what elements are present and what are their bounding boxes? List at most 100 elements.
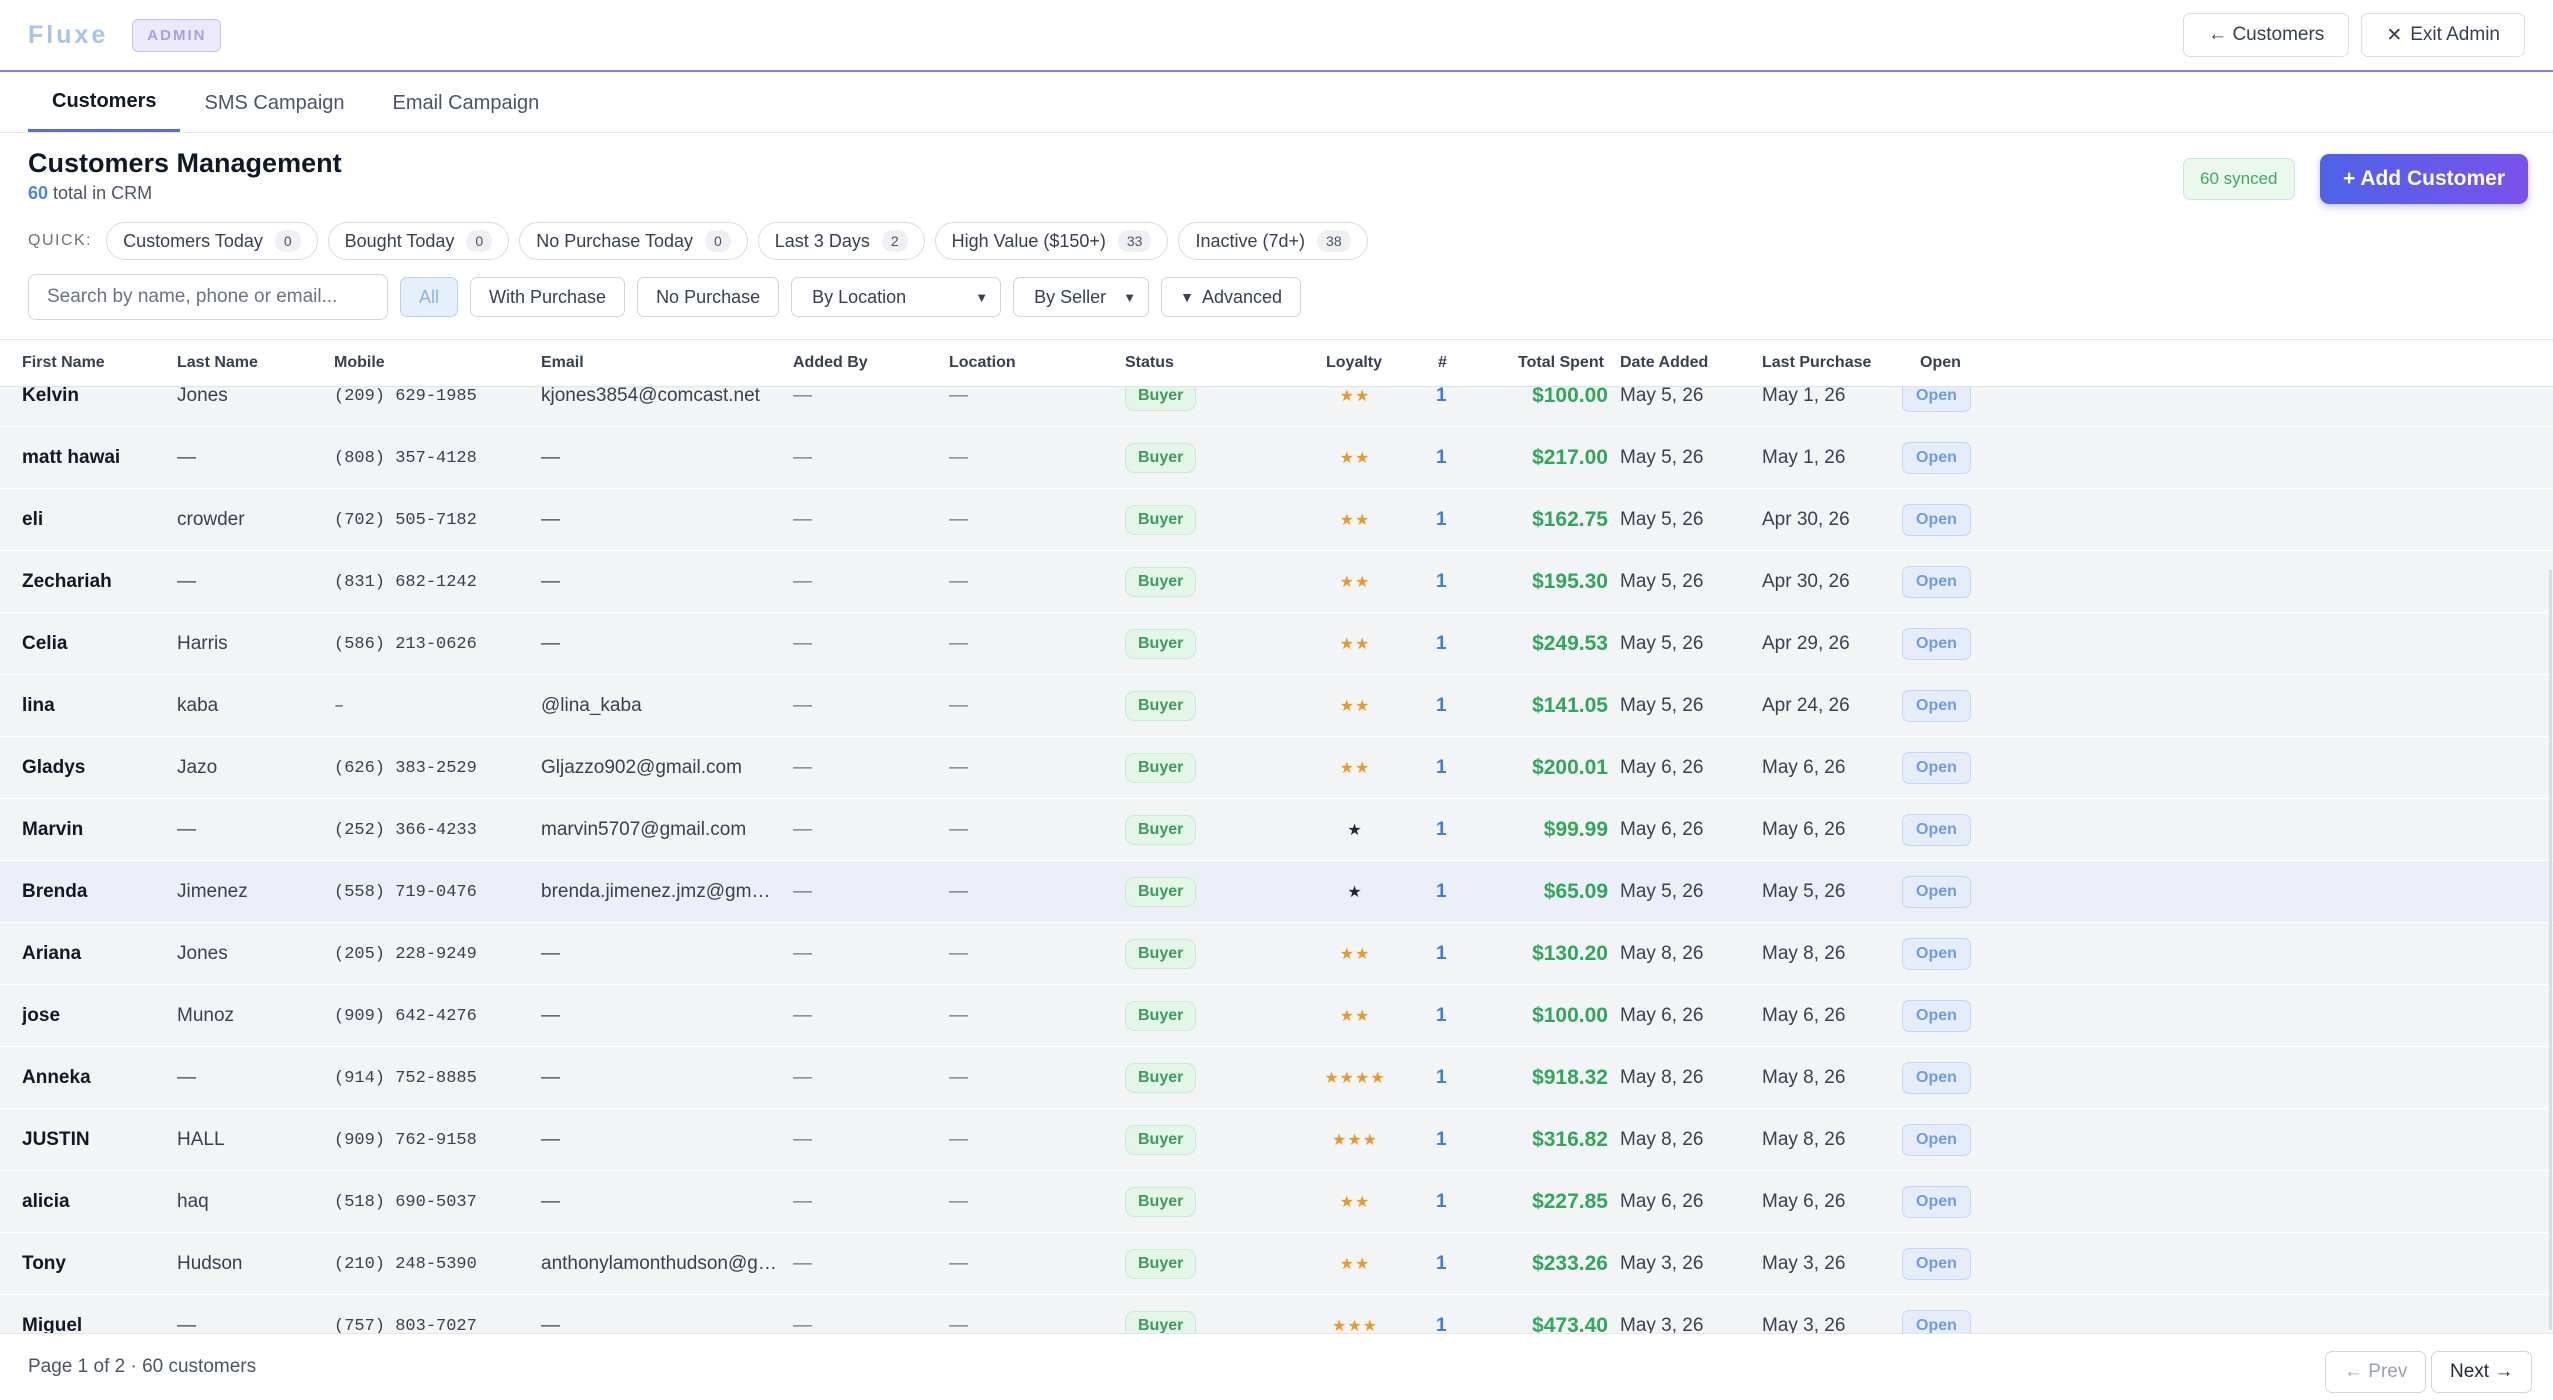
table-row[interactable]: eli crowder (702) 505-7182 — — — Buyer ★★ 1 $162.… bbox=[0, 489, 2553, 551]
email-cell: — bbox=[541, 571, 560, 592]
open-customer-button[interactable]: Open bbox=[1902, 1062, 1971, 1094]
open-customer-button[interactable]: Open bbox=[1902, 504, 1971, 536]
col-status[interactable]: Status bbox=[1125, 354, 1174, 371]
table-row[interactable]: Kelvin Jones (209) 629-1985 kjones3854@comc… bbox=[0, 387, 2553, 427]
table-row[interactable]: Miguel — (757) 803-7027 — — — Buyer ★★★ 1 $473.40… bbox=[0, 1295, 2553, 1333]
open-customer-button[interactable]: Open bbox=[1902, 566, 1971, 598]
location-cell: — bbox=[949, 819, 968, 840]
advanced-filter-button[interactable]: ▼ Advanced bbox=[1161, 277, 1302, 317]
quick-chip-inactive[interactable]: Inactive (7d+) 38 bbox=[1178, 222, 1368, 260]
last-name-cell: Jones bbox=[177, 943, 228, 964]
last-name-cell: Jazo bbox=[177, 757, 218, 778]
chip-count: 33 bbox=[1117, 230, 1152, 252]
back-to-customers-button[interactable]: ← Customers bbox=[2183, 13, 2350, 57]
table-row[interactable]: Ariana Jones (205) 228-9249 — — — Buyer ★★ 1 $130… bbox=[0, 923, 2553, 985]
open-customer-button[interactable]: Open bbox=[1902, 628, 1971, 660]
open-customer-button[interactable]: Open bbox=[1902, 387, 1971, 412]
first-name-cell: Zechariah bbox=[22, 571, 112, 592]
table-row[interactable]: Zechariah — (831) 682-1242 — — — Buyer ★★ 1 $195.… bbox=[0, 551, 2553, 613]
total-spent-cell: $227.85 bbox=[1532, 1190, 1608, 1213]
open-customer-button[interactable]: Open bbox=[1902, 1310, 1971, 1333]
filter-with-purchase-button[interactable]: With Purchase bbox=[470, 277, 626, 317]
col-email[interactable]: Email bbox=[541, 354, 584, 371]
last-name-cell: crowder bbox=[177, 509, 245, 530]
table-row[interactable]: matt hawai — (808) 357-4128 — — — Buyer ★★ 1 $217… bbox=[0, 427, 2553, 489]
table-row[interactable]: jose Munoz (909) 642-4276 — — — Buyer ★★ 1 $100.0… bbox=[0, 985, 2553, 1047]
filter-all-button[interactable]: All bbox=[400, 277, 459, 317]
table-row[interactable]: JUSTIN HALL (909) 762-9158 — — — Buyer ★★★ 1 $316… bbox=[0, 1109, 2553, 1171]
page-title: Customers Management bbox=[28, 148, 342, 178]
tab-email-campaign[interactable]: Email Campaign bbox=[392, 91, 540, 114]
open-customer-button[interactable]: Open bbox=[1902, 1248, 1971, 1280]
added-by-cell: — bbox=[793, 1315, 812, 1333]
next-page-button[interactable]: Next → bbox=[2431, 1351, 2533, 1393]
location-cell: — bbox=[949, 1253, 968, 1274]
search-input[interactable] bbox=[28, 274, 388, 320]
customers-table-body[interactable]: Kelvin Jones (209) 629-1985 kjones3854@comc… bbox=[0, 387, 2553, 1333]
add-customer-button[interactable]: + Add Customer bbox=[2320, 154, 2528, 204]
location-select[interactable]: By Location ▼ bbox=[791, 277, 1002, 317]
table-row[interactable]: alicia haq (518) 690-5037 — — — Buyer ★★ 1 $227.8… bbox=[0, 1171, 2553, 1233]
purchase-count-cell: 1 bbox=[1436, 881, 1447, 902]
exit-admin-button[interactable]: ✕ Exit Admin bbox=[2361, 13, 2525, 57]
app-logo: Fluxe bbox=[28, 20, 109, 49]
col-location[interactable]: Location bbox=[949, 354, 1016, 371]
col-loyalty[interactable]: Loyalty bbox=[1326, 354, 1383, 371]
table-row[interactable]: Tony Hudson (210) 248-5390 anthonylamonthud… bbox=[0, 1233, 2553, 1295]
first-name-cell: Tony bbox=[22, 1253, 66, 1274]
tab-sms-campaign[interactable]: SMS Campaign bbox=[204, 91, 345, 114]
status-badge: Buyer bbox=[1125, 505, 1197, 535]
quick-chip-bought-today[interactable]: Bought Today 0 bbox=[327, 222, 510, 260]
open-customer-button[interactable]: Open bbox=[1902, 814, 1971, 846]
seller-select[interactable]: By Seller ▼ bbox=[1013, 277, 1150, 317]
col-last-name[interactable]: Last Name bbox=[177, 354, 258, 371]
last-name-cell: — bbox=[177, 1067, 196, 1088]
quick-chip-last-3-days[interactable]: Last 3 Days 2 bbox=[757, 222, 925, 260]
col-last-purchase[interactable]: Last Purchase bbox=[1762, 354, 1872, 371]
table-row[interactable]: Anneka — (914) 752-8885 — — — Buyer ★★★★ 1 $918.3… bbox=[0, 1047, 2553, 1109]
table-row[interactable]: Celia Harris (586) 213-0626 — — — Buyer ★★ 1 $249… bbox=[0, 613, 2553, 675]
table-row[interactable]: Brenda Jimenez (558) 719-0476 brenda.jimene… bbox=[0, 861, 2553, 923]
table-scrollbar[interactable] bbox=[2549, 570, 2552, 1330]
mobile-cell: (626) 383-2529 bbox=[334, 758, 477, 778]
location-cell: — bbox=[949, 1315, 968, 1333]
filter-no-purchase-button[interactable]: No Purchase bbox=[637, 277, 780, 317]
open-customer-button[interactable]: Open bbox=[1902, 442, 1971, 474]
open-cell: Open bbox=[1902, 799, 1982, 861]
date-added-cell: May 5, 26 bbox=[1620, 509, 1704, 530]
open-cell: Open bbox=[1902, 861, 1982, 923]
quick-chip-high-value[interactable]: High Value ($150+) 33 bbox=[934, 222, 1169, 260]
total-spent-cell: $100.00 bbox=[1532, 387, 1608, 407]
last-purchase-cell: May 6, 26 bbox=[1762, 1005, 1846, 1026]
quick-chip-no-purchase-today[interactable]: No Purchase Today 0 bbox=[519, 222, 748, 260]
col-added-by[interactable]: Added By bbox=[793, 354, 868, 371]
col-date-added[interactable]: Date Added bbox=[1620, 354, 1709, 371]
advanced-label: Advanced bbox=[1201, 286, 1283, 307]
col-mobile[interactable]: Mobile bbox=[334, 354, 385, 371]
quick-chip-customers-today[interactable]: Customers Today 0 bbox=[106, 222, 318, 260]
table-row[interactable]: Marvin — (252) 366-4233 marvin5707@gmail.co… bbox=[0, 799, 2553, 861]
prev-page-button[interactable]: ← Prev bbox=[2325, 1351, 2427, 1393]
total-suffix: total in CRM bbox=[53, 183, 153, 203]
chip-count: 0 bbox=[704, 230, 731, 252]
open-customer-button[interactable]: Open bbox=[1902, 938, 1971, 970]
open-customer-button[interactable]: Open bbox=[1902, 752, 1971, 784]
col-count[interactable]: # bbox=[1438, 354, 1447, 371]
open-customer-button[interactable]: Open bbox=[1902, 1124, 1971, 1156]
col-total-spent[interactable]: Total Spent bbox=[1518, 354, 1604, 371]
tab-customers[interactable]: Customers bbox=[28, 74, 181, 132]
purchase-count-cell: 1 bbox=[1436, 509, 1447, 530]
mobile-cell: (586) 213-0626 bbox=[334, 634, 477, 654]
open-cell: Open bbox=[1902, 985, 1982, 1047]
open-customer-button[interactable]: Open bbox=[1902, 690, 1971, 722]
last-purchase-cell: May 3, 26 bbox=[1762, 1315, 1846, 1333]
table-row[interactable]: Gladys Jazo (626) 383-2529 Gljazzo902@gmail… bbox=[0, 737, 2553, 799]
purchase-count-cell: 1 bbox=[1436, 571, 1447, 592]
open-customer-button[interactable]: Open bbox=[1902, 1000, 1971, 1032]
open-cell: Open bbox=[1902, 923, 1982, 985]
col-first-name[interactable]: First Name bbox=[22, 354, 105, 371]
open-customer-button[interactable]: Open bbox=[1902, 1186, 1971, 1218]
open-customer-button[interactable]: Open bbox=[1902, 876, 1971, 908]
purchase-count-cell: 1 bbox=[1436, 695, 1447, 716]
table-row[interactable]: lina kaba – @lina_kaba — — Buyer ★★ 1 $141.05 May … bbox=[0, 675, 2553, 737]
